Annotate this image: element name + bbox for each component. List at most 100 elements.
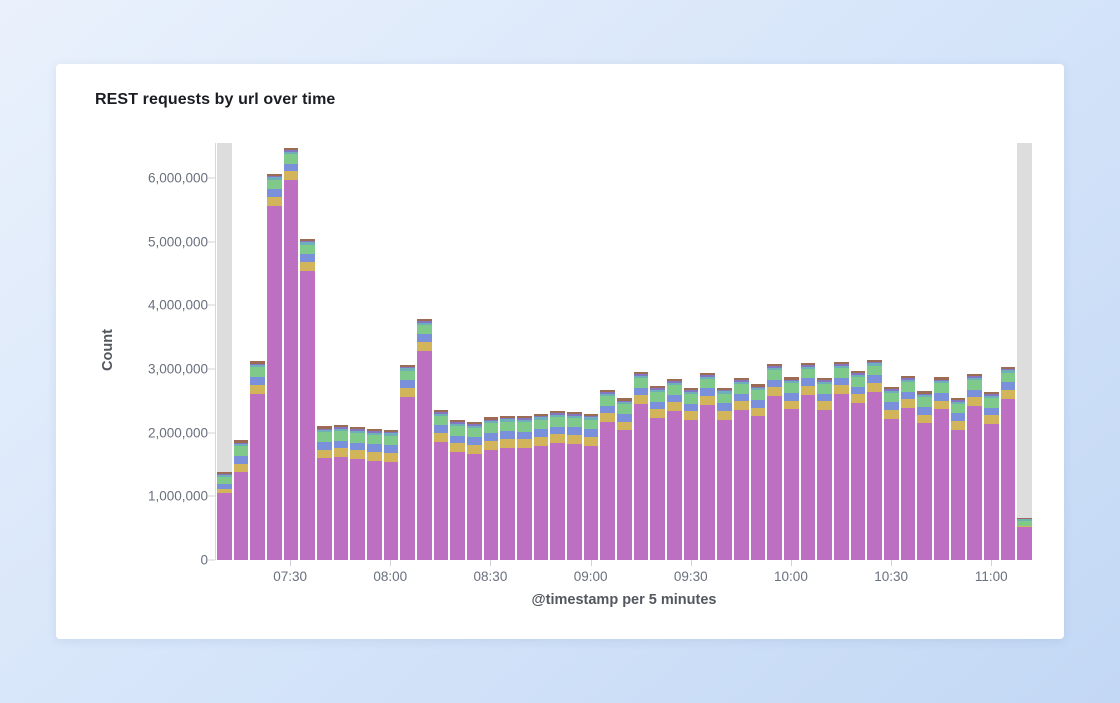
bar-segment-slate-purple[interactable] (317, 428, 332, 431)
bar-segment-green[interactable] (1017, 520, 1032, 526)
bar-segment-slate-purple[interactable] (233, 442, 249, 445)
bar-segment-magenta[interactable] (633, 404, 649, 560)
bar-segment-green[interactable] (517, 422, 532, 432)
bar-segment-yellow[interactable] (783, 400, 799, 410)
bar-segment-yellow[interactable] (617, 421, 632, 431)
bar-column[interactable] (250, 143, 266, 560)
bar-segment-green[interactable] (833, 368, 849, 378)
bar-segment-magenta[interactable] (300, 270, 316, 560)
bar-segment-magenta[interactable] (750, 416, 766, 560)
bar-segment-magenta[interactable] (567, 443, 582, 560)
bar-segment-brown[interactable] (917, 391, 932, 394)
bar-segment-yellow[interactable] (317, 449, 332, 459)
bar-segment-brown[interactable] (1017, 518, 1032, 519)
bar-column[interactable] (650, 143, 666, 560)
bar-segment-slate-purple[interactable] (400, 366, 416, 369)
bar-segment-yellow[interactable] (983, 415, 999, 425)
bar-segment-brown[interactable] (550, 411, 566, 414)
bar-segment-green[interactable] (967, 380, 982, 390)
bar-segment-magenta[interactable] (483, 449, 499, 560)
bar-segment-slate-purple[interactable] (633, 374, 649, 377)
bar-segment-slate-purple[interactable] (967, 376, 982, 378)
bar-segment-green[interactable] (350, 433, 366, 443)
bar-segment-brown[interactable] (833, 362, 849, 365)
bar-segment-yellow[interactable] (700, 396, 716, 405)
bar-segment-blue[interactable] (683, 403, 699, 412)
bar-segment-slate-purple[interactable] (533, 415, 549, 418)
bar-column[interactable] (267, 143, 282, 560)
bar-column[interactable] (300, 143, 316, 560)
bar-segment-green[interactable] (933, 383, 949, 393)
bar-segment-brown[interactable] (483, 417, 499, 420)
bar-segment-brown[interactable] (900, 376, 916, 379)
bar-segment-magenta[interactable] (217, 492, 232, 560)
bar-segment-magenta[interactable] (833, 394, 849, 560)
bar-segment-teal[interactable] (217, 475, 232, 478)
bar-segment-blue[interactable] (500, 431, 516, 439)
bar-segment-blue[interactable] (783, 392, 799, 401)
bar-segment-yellow[interactable] (417, 341, 432, 351)
bar-segment-yellow[interactable] (283, 171, 299, 181)
bar-segment-slate-purple[interactable] (750, 386, 766, 389)
bar-segment-brown[interactable] (300, 238, 316, 241)
bar-column[interactable] (933, 143, 949, 560)
bar-segment-magenta[interactable] (333, 457, 349, 560)
bar-segment-teal[interactable] (933, 381, 949, 384)
bar-segment-teal[interactable] (367, 432, 382, 435)
bar-segment-teal[interactable] (633, 376, 649, 379)
bar-segment-blue[interactable] (450, 435, 466, 444)
bar-column[interactable] (717, 143, 732, 560)
bar-segment-brown[interactable] (733, 377, 749, 381)
bar-segment-green[interactable] (883, 392, 899, 403)
bar-segment-teal[interactable] (883, 390, 899, 393)
bar-segment-slate-purple[interactable] (867, 361, 882, 364)
bar-segment-yellow[interactable] (850, 394, 866, 404)
bar-segment-slate-purple[interactable] (950, 399, 966, 402)
bar-segment-yellow[interactable] (917, 414, 932, 424)
bar-segment-green[interactable] (583, 419, 599, 430)
bar-segment-brown[interactable] (883, 386, 899, 390)
bar-column[interactable] (850, 143, 866, 560)
bar-segment-brown[interactable] (983, 391, 999, 395)
bar-segment-yellow[interactable] (817, 401, 832, 411)
bar-segment-yellow[interactable] (833, 385, 849, 395)
bar-segment-teal[interactable] (500, 419, 516, 422)
bar-segment-brown[interactable] (467, 421, 482, 425)
bar-column[interactable] (950, 143, 966, 560)
bar-column[interactable] (517, 143, 532, 560)
bar-segment-blue[interactable] (317, 441, 332, 450)
bar-segment-blue[interactable] (383, 445, 399, 453)
bar-segment-magenta[interactable] (667, 411, 682, 560)
bar-segment-yellow[interactable] (550, 434, 566, 444)
bar-segment-brown[interactable] (417, 318, 432, 321)
bar-segment-magenta[interactable] (800, 394, 816, 560)
bar-column[interactable] (433, 143, 449, 560)
bar-segment-yellow[interactable] (867, 382, 882, 392)
bar-segment-slate-purple[interactable] (783, 379, 799, 382)
bar-segment-blue[interactable] (600, 405, 616, 414)
bar-segment-green[interactable] (283, 154, 299, 164)
bar-segment-slate-purple[interactable] (583, 415, 599, 418)
bar-segment-green[interactable] (983, 398, 999, 408)
bar-segment-brown[interactable] (383, 429, 399, 432)
bar-segment-brown[interactable] (317, 426, 332, 429)
bar-segment-brown[interactable] (450, 420, 466, 423)
bar-segment-green[interactable] (750, 390, 766, 400)
bar-column[interactable] (217, 143, 232, 560)
bar-segment-teal[interactable] (583, 417, 599, 420)
bar-segment-blue[interactable] (517, 431, 532, 440)
bar-column[interactable] (883, 143, 899, 560)
bar-segment-green[interactable] (867, 365, 882, 376)
bar-segment-brown[interactable] (217, 472, 232, 475)
bar-segment-teal[interactable] (667, 383, 682, 386)
bar-segment-green[interactable] (400, 370, 416, 381)
bar-segment-teal[interactable] (417, 322, 432, 325)
bar-segment-slate-purple[interactable] (467, 424, 482, 426)
bar-segment-magenta[interactable] (500, 447, 516, 560)
bar-segment-teal[interactable] (533, 417, 549, 420)
bar-segment-slate-purple[interactable] (683, 390, 699, 392)
bar-segment-green[interactable] (667, 385, 682, 395)
bar-column[interactable] (833, 143, 849, 560)
bar-segment-slate-purple[interactable] (483, 419, 499, 422)
bar-segment-green[interactable] (450, 426, 466, 436)
